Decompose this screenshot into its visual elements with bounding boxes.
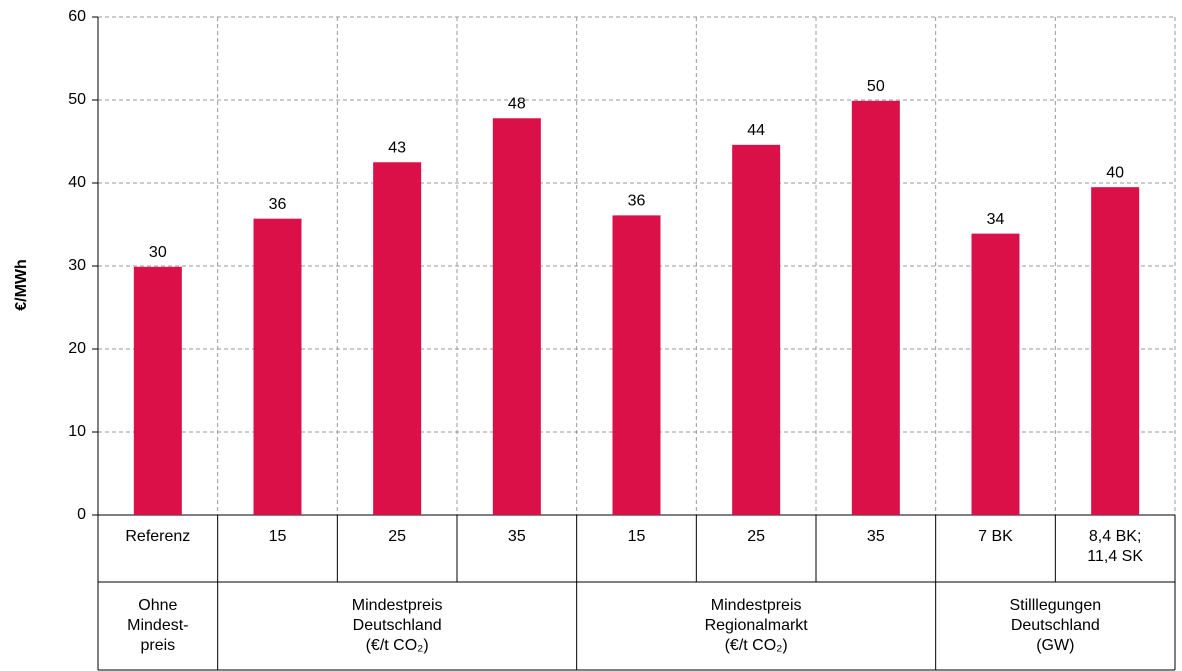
y-tick-label: 30	[68, 257, 86, 274]
x-tick-label: 15	[268, 528, 287, 545]
x-tick-label: 7 BK	[978, 528, 1013, 545]
value-label: 44	[747, 122, 765, 139]
bar	[373, 162, 422, 515]
group-label: Mindestpreis Deutschland (€/t CO₂)	[351, 597, 443, 654]
value-label: 48	[508, 95, 526, 112]
x-tick-label: 25	[747, 528, 766, 545]
value-label: 30	[149, 244, 167, 261]
y-axis-label: €/MWh	[13, 259, 30, 311]
x-tick-label: 35	[507, 528, 526, 545]
x-tick-label: 25	[388, 528, 407, 545]
value-label: 34	[987, 211, 1005, 228]
bar	[253, 218, 302, 515]
y-tick-label: 0	[77, 506, 86, 523]
y-tick-label: 40	[68, 174, 86, 191]
bar	[971, 233, 1020, 515]
value-label: 43	[388, 139, 406, 156]
value-label: 36	[628, 193, 646, 210]
bar	[492, 118, 541, 515]
x-tick-label: 35	[866, 528, 885, 545]
group-label: Mindestpreis Regionalmarkt (€/t CO₂)	[704, 597, 808, 654]
bar	[732, 144, 781, 515]
bar	[851, 100, 900, 515]
y-tick-label: 10	[68, 423, 86, 440]
y-tick-label: 20	[68, 340, 86, 357]
y-tick-label: 60	[68, 8, 86, 25]
bar	[612, 215, 661, 515]
value-label: 40	[1106, 164, 1124, 181]
x-tick-label: 8,4 BK; 11,4 SK	[1087, 528, 1144, 565]
value-label: 50	[867, 78, 885, 95]
group-label: Stilllegungen Deutschland (GW)	[1009, 597, 1102, 654]
value-label: 36	[269, 196, 287, 213]
bar	[1091, 187, 1140, 515]
y-tick-label: 50	[68, 91, 86, 108]
bar	[133, 266, 182, 515]
x-tick-label: Referenz	[125, 528, 191, 545]
group-label: Ohne Mindest- preis	[127, 597, 189, 654]
x-tick-label: 15	[627, 528, 646, 545]
